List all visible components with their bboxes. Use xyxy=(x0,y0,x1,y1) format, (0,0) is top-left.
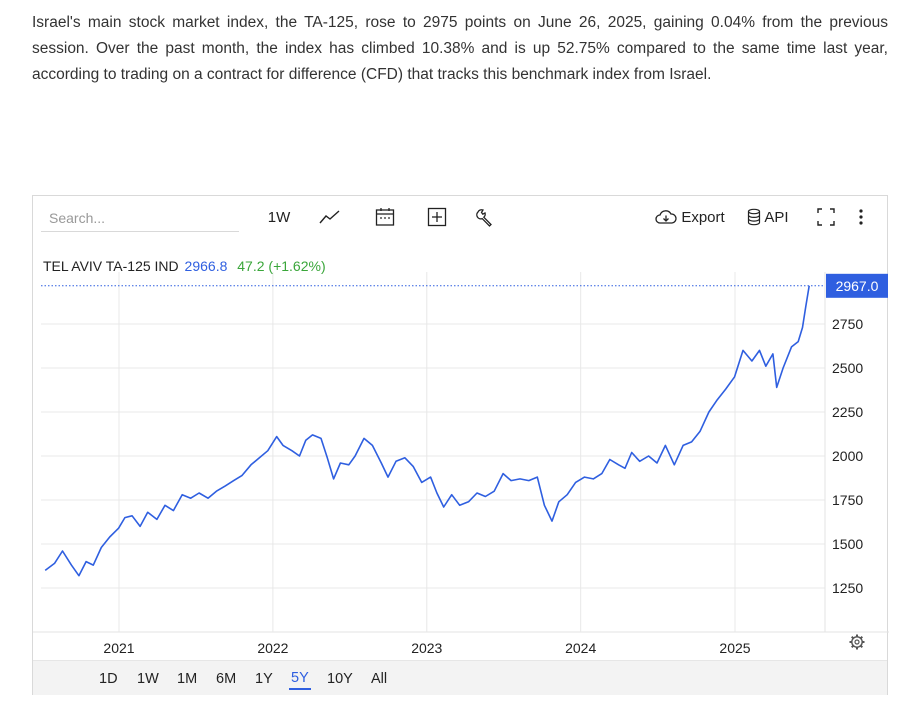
x-tick-label: 2024 xyxy=(565,640,596,656)
intro-paragraph: Israel's main stock market index, the TA… xyxy=(32,14,888,83)
y-tick-label: 1500 xyxy=(832,536,863,552)
export-button[interactable]: Export xyxy=(653,204,727,230)
cloud-download-icon xyxy=(655,210,677,224)
legend-name: TEL AVIV TA-125 IND xyxy=(43,258,179,274)
y-tick-label: 1750 xyxy=(832,492,863,508)
interval-button[interactable]: 1W xyxy=(267,208,291,226)
fullscreen-icon[interactable] xyxy=(813,204,839,230)
last-price-label: 2967.0 xyxy=(836,278,879,294)
x-tick-label: 2022 xyxy=(257,640,288,656)
y-tick-label: 2250 xyxy=(832,404,863,420)
range-selector: 1D 1W 1M 6M 1Y 5Y 10Y All xyxy=(33,660,887,695)
y-tick-label: 2500 xyxy=(832,360,863,376)
kebab-menu-icon[interactable] xyxy=(851,204,871,230)
database-icon xyxy=(748,208,761,226)
y-tick-label: 1250 xyxy=(832,580,863,596)
plus-square-icon[interactable] xyxy=(425,204,449,230)
range-button-all[interactable]: All xyxy=(371,671,388,687)
range-button-10y[interactable]: 10Y xyxy=(327,671,353,687)
gear-icon[interactable] xyxy=(849,634,865,650)
range-button-1d[interactable]: 1D xyxy=(99,671,118,687)
chart-area: 1250 1500 1750 2000 2250 2500 2750 2021 2022 2023… xyxy=(33,240,889,660)
calendar-icon[interactable] xyxy=(373,204,397,230)
line-chart-icon[interactable] xyxy=(317,204,343,230)
last-price-tag xyxy=(826,273,888,298)
wrench-icon[interactable] xyxy=(473,204,497,230)
api-label: API xyxy=(764,208,789,226)
range-button-6m[interactable]: 6M xyxy=(216,671,237,687)
range-button-1y[interactable]: 1Y xyxy=(255,671,273,687)
x-tick-label: 2025 xyxy=(719,640,750,656)
y-tick-label: 2750 xyxy=(832,316,863,332)
series-line[interactable] xyxy=(44,285,810,577)
x-tick-label: 2021 xyxy=(103,640,134,656)
range-button-5y[interactable]: 5Y xyxy=(289,668,311,690)
y-tick-label: 2000 xyxy=(832,448,863,464)
legend-price: 2966.8 xyxy=(184,258,228,274)
legend-change: 47.2 (+1.62%) xyxy=(237,258,326,274)
range-button-1m[interactable]: 1M xyxy=(177,671,198,687)
search-input[interactable] xyxy=(41,204,239,232)
range-button-1w[interactable]: 1W xyxy=(137,671,159,687)
line-chart[interactable]: 1250 1500 1750 2000 2250 2500 2750 2021 2022 2023… xyxy=(33,240,889,660)
chart-legend: TEL AVIV TA-125 IND 2966.8 47.2 (+1.62%) xyxy=(43,258,326,274)
x-tick-label: 2023 xyxy=(411,640,442,656)
api-button[interactable]: API xyxy=(745,204,791,230)
chart-widget: 1W xyxy=(32,195,889,695)
chart-toolbar: 1W xyxy=(33,196,887,240)
export-label: Export xyxy=(681,208,725,226)
